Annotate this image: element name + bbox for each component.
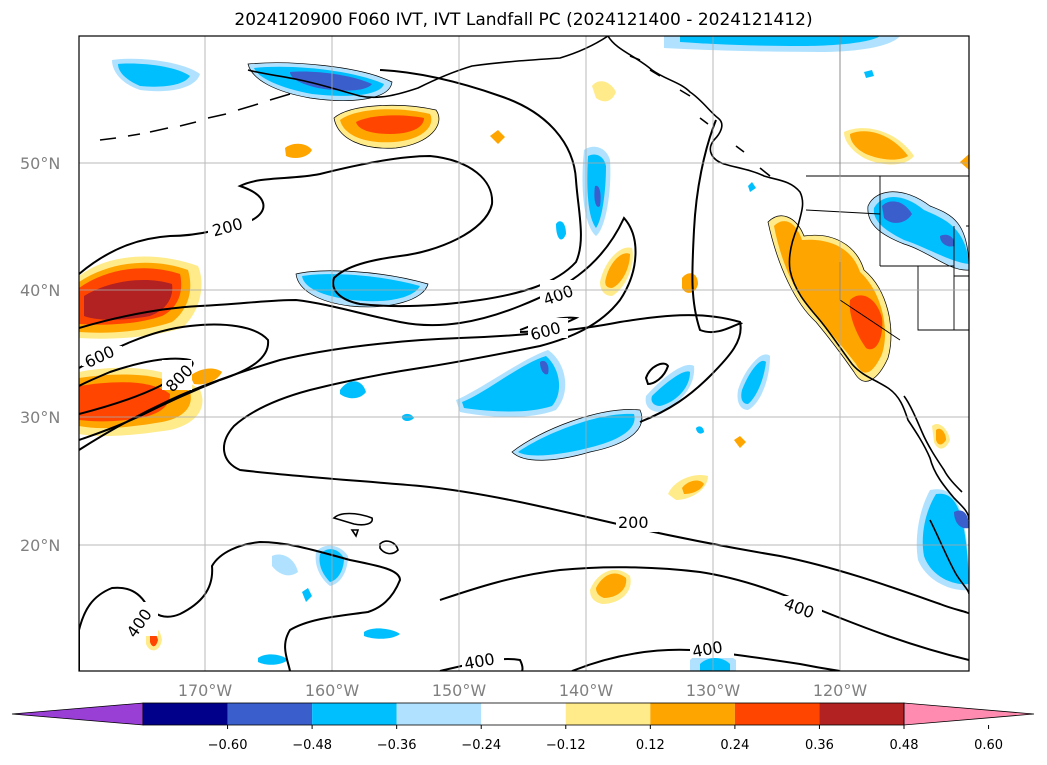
positive-anomaly-region — [734, 436, 746, 448]
contour-200-south — [79, 314, 742, 451]
map-title: 2024120900 F060 IVT, IVT Landfall PC (20… — [234, 10, 813, 30]
colorbar-tick-label: −0.48 — [292, 738, 332, 753]
negative-anomaly-region — [272, 554, 298, 576]
lat-tick-50n: 50°N — [20, 154, 60, 173]
negative-anomaly-region — [556, 221, 566, 240]
contour-label-400: 400 — [463, 649, 496, 673]
lon-tick-130w: 130°W — [686, 681, 741, 700]
hawaii-islands — [332, 512, 399, 555]
contour-label-200: 200 — [618, 513, 649, 532]
contour-400-south — [79, 540, 402, 671]
positive-anomaly-region — [596, 573, 627, 598]
colorbar-segment — [481, 703, 566, 725]
aleutian-islands — [99, 93, 291, 141]
positive-anomaly-region — [490, 130, 505, 144]
positive-anomaly-region — [605, 253, 630, 288]
contour-labels: 200 600 800 400 600 200 400 400 400 400 — [82, 214, 822, 673]
negative-anomaly-region — [696, 426, 704, 434]
colorbar-tick-label: 0.36 — [805, 738, 834, 753]
colorbar-segment — [819, 703, 904, 725]
colorbar-tick-label: 0.12 — [636, 738, 665, 753]
colorbar-segment — [312, 703, 397, 725]
positive-anomaly-region — [190, 368, 222, 385]
colorbar-frame — [142, 702, 905, 726]
mexico-coastline — [929, 519, 969, 595]
negative-anomaly-region — [954, 510, 969, 529]
negative-anomaly-region — [651, 371, 690, 406]
baja-coastline — [903, 395, 963, 493]
colorbar: −0.60 −0.48 −0.36 −0.24 −0.12 0.12 0.24 0.36 0.4… — [11, 702, 1035, 753]
positive-anomaly-region — [682, 273, 698, 293]
alaska-coastline — [247, 36, 609, 99]
coastlines — [99, 36, 969, 595]
lon-tick-150w: 150°W — [432, 681, 487, 700]
colorbar-segment — [734, 703, 820, 725]
negative-anomaly-region — [864, 70, 874, 78]
contour-200-north — [79, 69, 582, 308]
negative-anomaly-region — [118, 63, 190, 87]
contour-400-mid — [79, 216, 969, 615]
lat-tick-40n: 40°N — [20, 281, 60, 300]
lat-tick-30n: 30°N — [20, 408, 60, 427]
lat-tick-20n: 20°N — [20, 536, 60, 555]
negative-anomaly-region — [364, 628, 400, 639]
positive-anomaly-region — [682, 480, 704, 494]
positive-anomaly-region — [356, 115, 424, 134]
colorbar-tick-label: −0.24 — [461, 738, 501, 753]
negative-anomaly-region — [940, 234, 955, 247]
positive-anomaly-region — [592, 81, 616, 102]
negative-anomaly-region — [882, 201, 912, 223]
lon-tick-120w: 120°W — [813, 681, 868, 700]
west-coast-coastline — [607, 36, 969, 521]
positive-anomaly-region — [936, 428, 946, 445]
colorbar-segment — [565, 703, 651, 725]
colorbar-tick-label: 0.48 — [890, 738, 919, 753]
negative-anomaly-region — [741, 360, 766, 404]
colorbar-labels: −0.60 −0.48 −0.36 −0.24 −0.12 0.12 0.24 0.36 0.4… — [208, 725, 1003, 753]
positive-anomaly-region — [774, 221, 886, 373]
negative-anomaly-region — [540, 360, 549, 375]
negative-anomaly-region — [340, 381, 366, 399]
colorbar-tick-label: 0.24 — [720, 738, 749, 753]
colorbar-tick-label: 0.60 — [974, 738, 1003, 753]
colorbar-segment — [650, 703, 735, 725]
lon-tick-140w: 140°W — [559, 681, 614, 700]
bc-islands — [629, 55, 771, 177]
lon-tick-170w: 170°W — [178, 681, 233, 700]
negative-anomaly-region — [290, 71, 372, 91]
latitude-labels: 50°N 40°N 30°N 20°N — [20, 154, 60, 555]
gridlines — [79, 36, 969, 671]
contour-400-pacific — [439, 566, 969, 661]
positive-anomaly-region — [960, 154, 969, 170]
longitude-labels: 170°W 160°W 150°W 140°W 130°W 120°W — [178, 681, 868, 700]
positive-anomaly-region — [849, 295, 883, 350]
negative-anomaly-region — [680, 36, 880, 46]
colorbar-segment — [143, 703, 228, 725]
negative-anomaly-region — [462, 356, 560, 412]
colorbar-segments — [11, 702, 1035, 726]
colorbar-tick-label: −0.36 — [377, 738, 417, 753]
colorbar-tick-label: −0.12 — [546, 738, 586, 753]
colorbar-segment — [396, 703, 482, 725]
plot-frame — [78, 35, 970, 672]
contour-200-east — [691, 119, 743, 333]
negative-anomaly-region — [258, 654, 288, 665]
positive-anomaly-region — [850, 131, 908, 160]
negative-anomaly-region — [594, 185, 601, 207]
negative-anomaly-region — [302, 588, 312, 602]
colorbar-extend-max — [903, 702, 1035, 726]
colorbar-extend-min — [11, 702, 144, 726]
negative-anomaly-region — [518, 413, 635, 456]
lon-tick-160w: 160°W — [305, 681, 360, 700]
colorbar-segment — [227, 703, 313, 725]
negative-anomaly-region — [748, 182, 756, 192]
colorbar-tick-label: −0.60 — [208, 738, 248, 753]
positive-anomaly-region — [285, 143, 312, 158]
anomaly-outlines — [247, 62, 969, 461]
plot-content: 200 600 800 400 600 200 400 400 400 400 — [79, 36, 969, 673]
contour-small-loop — [644, 362, 670, 386]
negative-anomaly-region — [700, 658, 730, 671]
